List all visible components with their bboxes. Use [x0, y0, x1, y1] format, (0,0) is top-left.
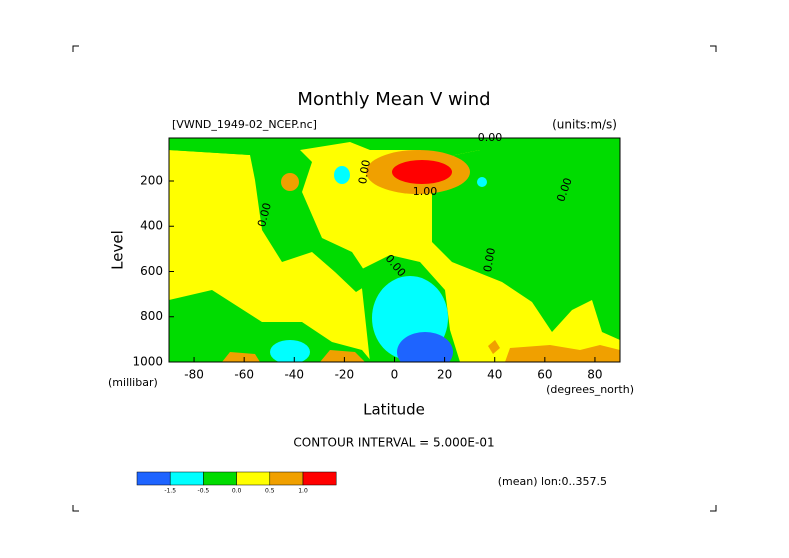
x-axis-label: Latitude: [363, 401, 425, 419]
chart-title: Monthly Mean V wind: [297, 89, 490, 110]
contour-label: 0.00: [356, 159, 373, 185]
annotation: CONTOUR INTERVAL = 5.000E-01: [293, 436, 494, 450]
colorbar-label: 0.5: [265, 488, 275, 495]
y-unit: (millibar): [108, 376, 158, 389]
footer: (mean) lon:0..357.5: [498, 475, 607, 488]
colorbar-label: -1.5: [164, 488, 176, 495]
x-tick-label: 80: [587, 368, 602, 382]
colorbar-swatch: [302, 471, 337, 486]
y-tick-label: 600: [140, 264, 163, 278]
y-axis-label: Level: [109, 230, 127, 270]
y-tick-label: 200: [140, 173, 163, 187]
x-tick-label: 60: [537, 368, 552, 382]
colorbar-swatch: [136, 471, 171, 486]
source: [VWND_1949-02_NCEP.nc]: [172, 118, 317, 131]
colorbar-label: 0.0: [232, 488, 242, 495]
x-tick-label: 20: [437, 368, 452, 382]
y-tick-label: 1000: [132, 355, 163, 369]
colorbar-label: -0.5: [198, 488, 210, 495]
units: (units:m/s): [552, 118, 617, 132]
contour-label: 1.00: [413, 185, 438, 198]
colorbar-swatch: [203, 471, 237, 486]
corner-marks: [72, 45, 717, 512]
colorbar-swatch: [169, 471, 204, 486]
contour-label: 0.00: [478, 131, 503, 144]
x-unit: (degrees_north): [546, 383, 634, 396]
colorbar-swatch: [269, 471, 304, 486]
contour-field: [169, 138, 620, 362]
y-tick-label: 800: [140, 309, 163, 323]
x-tick-label: -20: [335, 368, 355, 382]
colorbar-swatch: [236, 471, 271, 486]
x-tick-label: 0: [391, 368, 399, 382]
x-tick-label: 40: [487, 368, 502, 382]
x-tick-label: -60: [234, 368, 254, 382]
x-tick-label: -40: [284, 368, 304, 382]
contour-label: 0.00: [255, 201, 274, 228]
y-tick-label: 400: [140, 219, 163, 233]
contour-label: 0.00: [481, 247, 498, 273]
colorbar-label: 1.0: [298, 488, 308, 495]
x-tick-label: -80: [184, 368, 204, 382]
